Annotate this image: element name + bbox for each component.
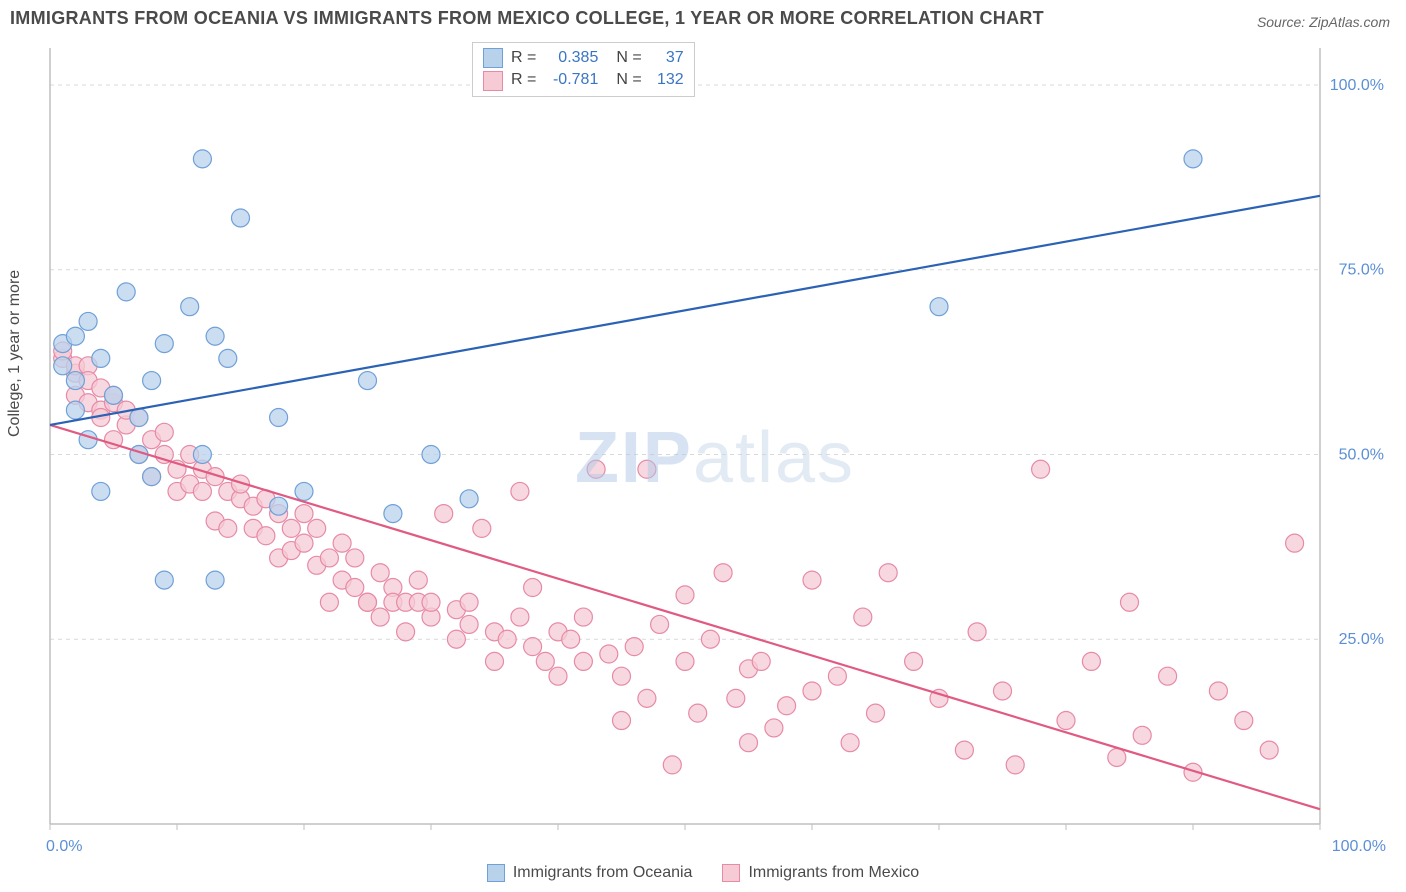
stat-r-value-mexico: -0.781	[544, 69, 598, 91]
scatter-svg: 25.0% 50.0% 75.0% 100.0%	[40, 40, 1390, 844]
svg-text:25.0%: 25.0%	[1339, 631, 1384, 648]
legend-item-mexico: Immigrants from Mexico	[722, 864, 919, 882]
svg-text:50.0%: 50.0%	[1339, 446, 1384, 463]
stat-r-value-oceania: 0.385	[544, 47, 598, 69]
y-axis-label: College, 1 year or more	[6, 270, 24, 437]
stat-swatch-oceania	[483, 48, 503, 68]
stat-swatch-mexico	[483, 71, 503, 91]
legend-swatch-oceania	[487, 864, 505, 882]
correlation-stat-box: R = 0.385 N = 37 R = -0.781 N = 132	[472, 42, 695, 97]
stat-n-label: N =	[616, 69, 641, 91]
stat-row-oceania: R = 0.385 N = 37	[483, 47, 684, 69]
stat-n-value-mexico: 132	[650, 69, 684, 91]
x-axis-max-label: 100.0%	[1332, 838, 1386, 856]
stat-row-mexico: R = -0.781 N = 132	[483, 69, 684, 91]
legend-label-mexico: Immigrants from Mexico	[748, 864, 919, 882]
chart-title: IMMIGRANTS FROM OCEANIA VS IMMIGRANTS FR…	[10, 8, 1044, 29]
svg-text:100.0%: 100.0%	[1330, 77, 1384, 94]
stat-n-label: N =	[616, 47, 641, 69]
legend-label-oceania: Immigrants from Oceania	[513, 864, 693, 882]
svg-text:75.0%: 75.0%	[1339, 262, 1384, 279]
stat-r-label: R =	[511, 47, 536, 69]
stat-r-label: R =	[511, 69, 536, 91]
legend-swatch-mexico	[722, 864, 740, 882]
x-axis-min-label: 0.0%	[46, 838, 82, 856]
stat-n-value-oceania: 37	[650, 47, 684, 69]
source-text: Source: ZipAtlas.com	[1257, 14, 1390, 30]
legend-item-oceania: Immigrants from Oceania	[487, 864, 693, 882]
plot-area: 25.0%50.0%75.0%100.0% ZIPatlas R =0.385N…	[40, 40, 1390, 844]
bottom-legend: Immigrants from Oceania Immigrants from …	[0, 864, 1406, 882]
